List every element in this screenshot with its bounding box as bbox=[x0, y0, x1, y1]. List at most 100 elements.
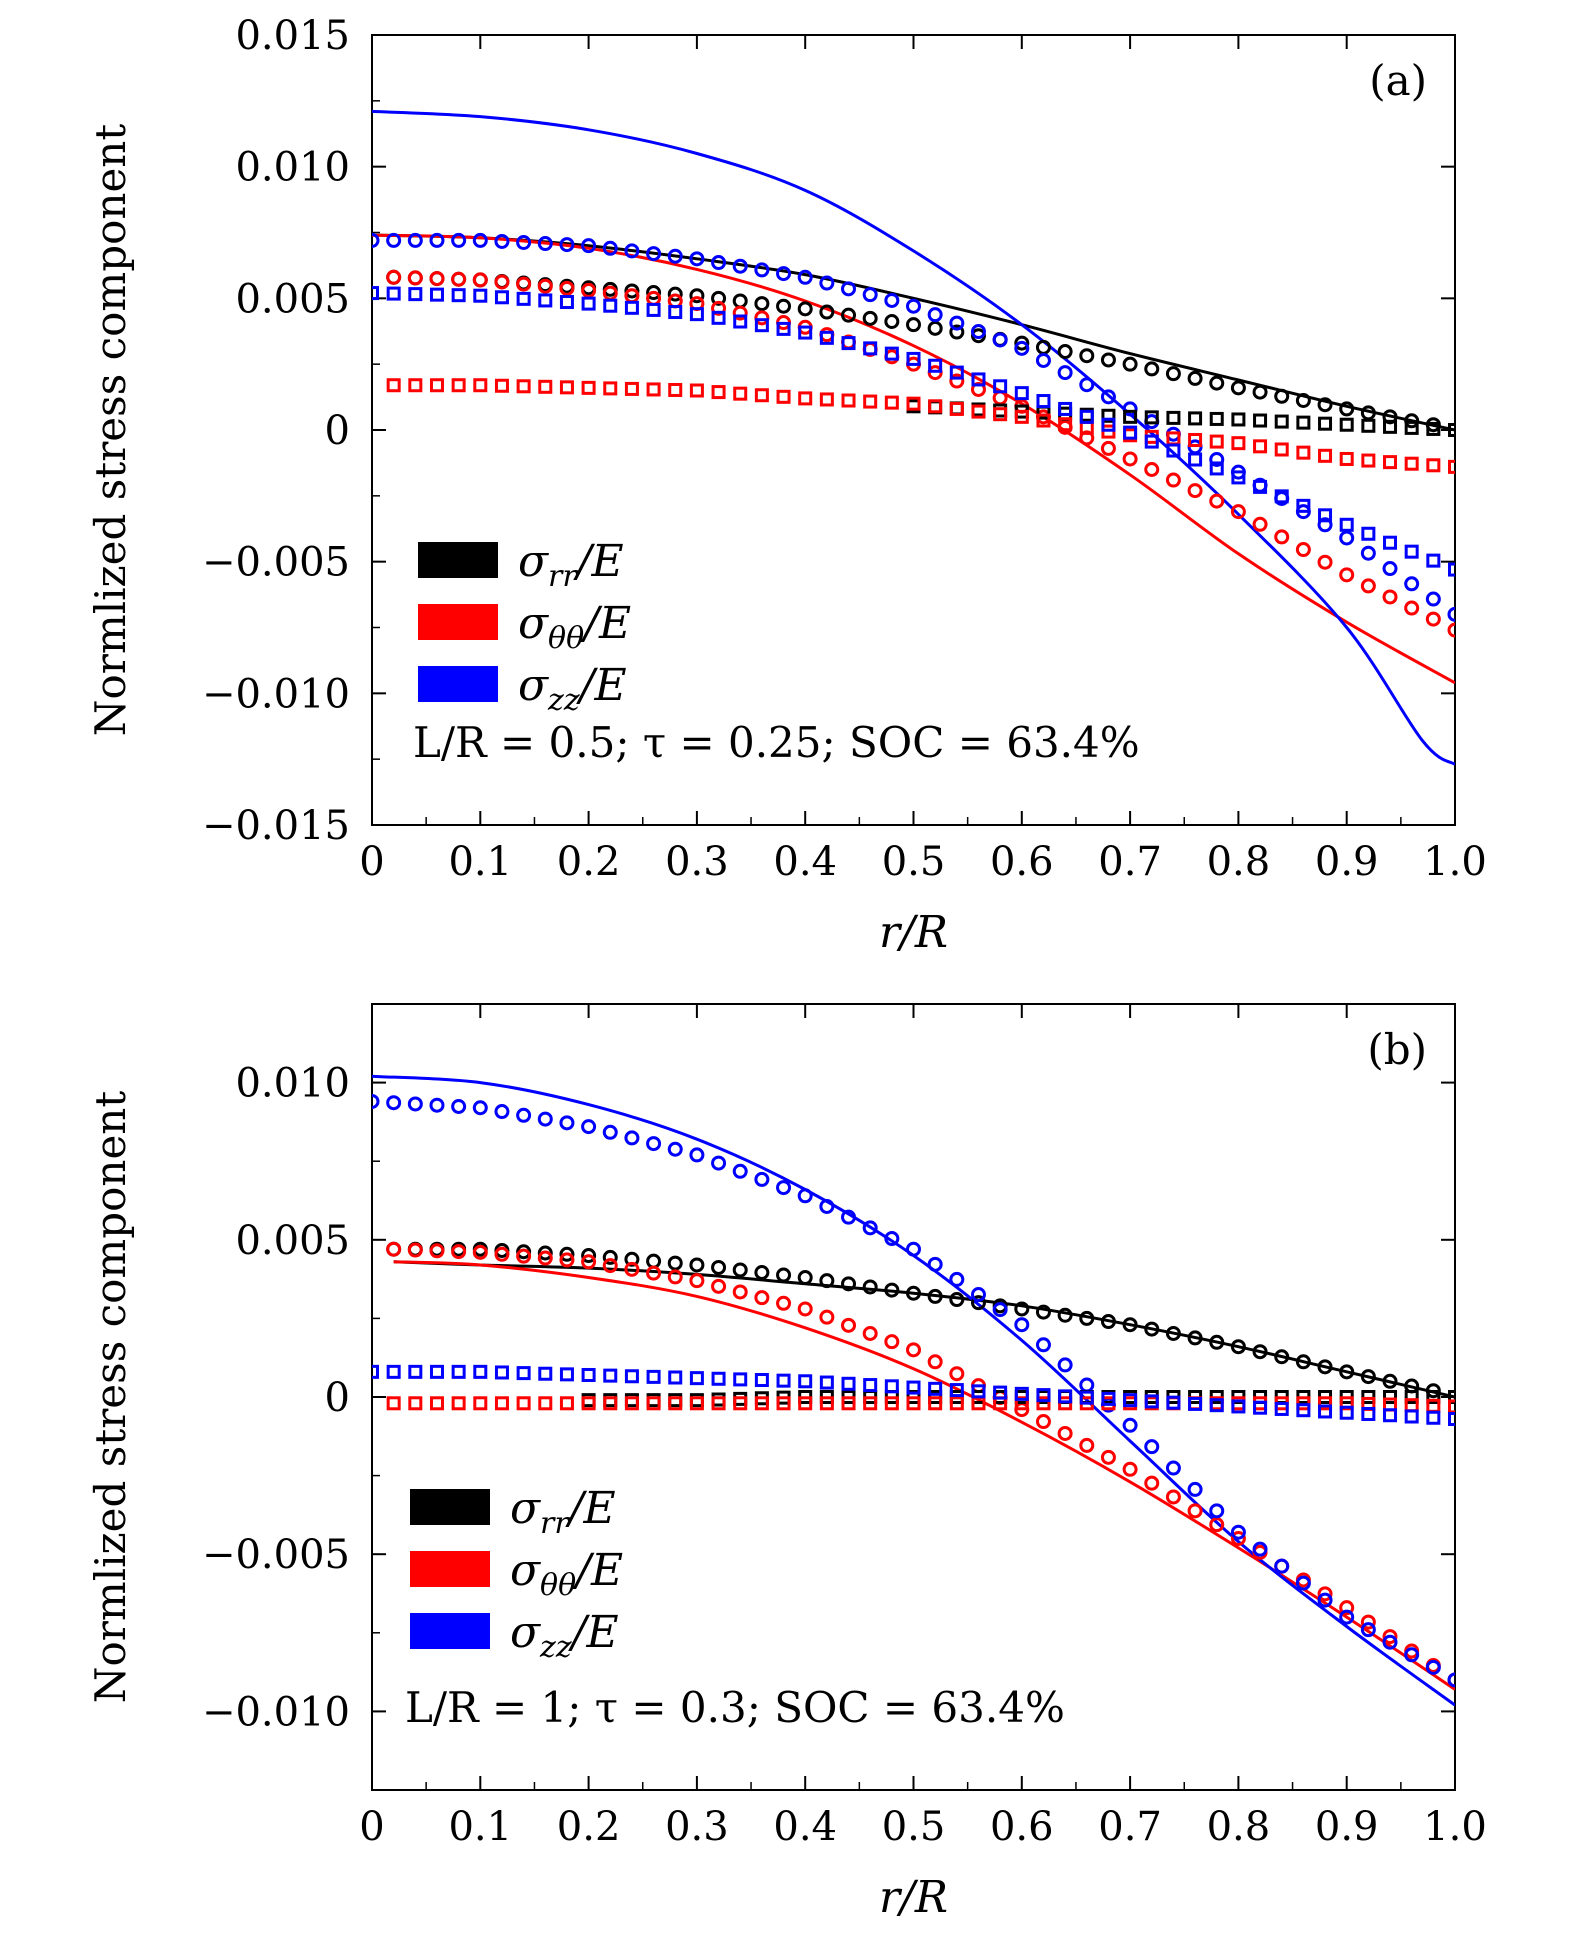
circle-marker bbox=[1057, 1307, 1073, 1323]
circle-marker bbox=[1339, 1609, 1355, 1625]
square-marker bbox=[1014, 409, 1029, 424]
circle-marker bbox=[1230, 1339, 1246, 1355]
circle-marker bbox=[559, 237, 575, 253]
circle-marker bbox=[862, 287, 878, 303]
square-marker bbox=[1231, 436, 1246, 451]
circle-marker bbox=[970, 1295, 986, 1311]
x-tick-label: 0.3 bbox=[665, 1804, 729, 1850]
circle-marker bbox=[1035, 352, 1051, 368]
circle-marker bbox=[1187, 370, 1203, 386]
circle-marker bbox=[1295, 542, 1311, 558]
circle-marker bbox=[970, 324, 986, 340]
circle-marker bbox=[949, 324, 965, 340]
square-marker bbox=[993, 1385, 1008, 1400]
square-marker bbox=[949, 401, 964, 416]
square-marker bbox=[1383, 455, 1398, 470]
circle-marker bbox=[1187, 1330, 1203, 1346]
square-marker bbox=[1123, 425, 1138, 440]
circle-marker bbox=[711, 290, 727, 306]
square-marker bbox=[1383, 419, 1398, 434]
square-marker bbox=[668, 1396, 683, 1411]
square-marker bbox=[1404, 1390, 1419, 1404]
square-marker bbox=[689, 383, 704, 398]
square-marker bbox=[1144, 434, 1159, 449]
square-marker bbox=[1209, 1398, 1224, 1413]
square-marker bbox=[711, 1392, 726, 1407]
square-marker bbox=[1188, 452, 1203, 467]
circle-marker bbox=[646, 1136, 662, 1152]
circle-marker bbox=[407, 270, 423, 286]
circle-marker bbox=[624, 243, 640, 259]
y-tick-label: 0.015 bbox=[235, 13, 350, 59]
circle-marker bbox=[689, 1257, 705, 1273]
square-marker bbox=[1448, 459, 1455, 474]
circle-marker bbox=[1035, 1337, 1051, 1353]
circle-marker bbox=[1252, 1344, 1268, 1360]
series-line bbox=[372, 109, 1455, 766]
y-tick-label: 0.010 bbox=[235, 1061, 350, 1107]
square-marker bbox=[733, 1396, 748, 1411]
circle-marker bbox=[754, 1264, 770, 1280]
square-marker bbox=[1036, 1388, 1051, 1403]
circle-marker bbox=[624, 1261, 640, 1277]
circle-marker bbox=[862, 1220, 878, 1236]
x-tick-label: 0.7 bbox=[1098, 839, 1162, 885]
square-marker bbox=[1318, 416, 1333, 431]
circle-marker bbox=[992, 332, 1008, 348]
square-marker bbox=[776, 321, 791, 336]
circle-marker bbox=[624, 1251, 640, 1267]
x-tick-label: 0 bbox=[359, 1804, 384, 1850]
x-tick-label: 0.8 bbox=[1207, 839, 1271, 885]
circle-marker bbox=[1100, 352, 1116, 368]
legend-swatch bbox=[418, 666, 498, 702]
square-marker bbox=[863, 341, 878, 356]
circle-marker bbox=[581, 282, 597, 298]
circle-marker bbox=[1360, 578, 1376, 594]
circle-marker bbox=[537, 1245, 553, 1261]
circle-marker bbox=[862, 1325, 878, 1341]
circle-marker bbox=[841, 1209, 857, 1225]
circle-marker bbox=[516, 276, 532, 292]
square-marker bbox=[1166, 1395, 1181, 1410]
circle-marker bbox=[1187, 483, 1203, 499]
square-marker bbox=[451, 378, 466, 393]
square-marker bbox=[1296, 1403, 1311, 1418]
circle-marker bbox=[1360, 545, 1376, 561]
circle-marker bbox=[1165, 366, 1181, 382]
circle-marker bbox=[1274, 529, 1290, 545]
circle-marker bbox=[1122, 401, 1138, 417]
circle-marker bbox=[1144, 361, 1160, 377]
x-axis-label: r/R bbox=[879, 1872, 948, 1923]
circle-marker bbox=[581, 238, 597, 254]
circle-marker bbox=[1317, 517, 1333, 533]
circle-marker bbox=[472, 1244, 488, 1260]
square-marker bbox=[1036, 413, 1051, 428]
circle-marker bbox=[1165, 1460, 1181, 1476]
circle-marker bbox=[1144, 1439, 1160, 1455]
circle-marker bbox=[797, 301, 813, 317]
square-marker bbox=[928, 1381, 943, 1396]
circle-marker bbox=[732, 293, 748, 309]
x-tick-label: 0.5 bbox=[882, 839, 946, 885]
square-marker bbox=[386, 378, 401, 393]
circle-marker bbox=[1187, 1481, 1203, 1497]
x-tick-label: 0.6 bbox=[990, 1804, 1054, 1850]
square-marker bbox=[1426, 458, 1441, 473]
square-marker bbox=[1188, 433, 1203, 448]
square-marker bbox=[1123, 409, 1138, 424]
x-tick-label: 0.6 bbox=[990, 839, 1054, 885]
circle-marker bbox=[1252, 384, 1268, 400]
circle-marker bbox=[1252, 516, 1268, 532]
circle-marker bbox=[841, 1276, 857, 1292]
circle-marker bbox=[386, 1241, 402, 1257]
circle-marker bbox=[1057, 1425, 1073, 1441]
square-marker bbox=[1339, 1405, 1354, 1420]
circle-marker bbox=[819, 1309, 835, 1325]
circle-marker bbox=[1122, 451, 1138, 467]
square-marker bbox=[689, 307, 704, 322]
square-marker bbox=[1014, 1396, 1029, 1411]
circle-marker bbox=[927, 1256, 943, 1272]
square-marker bbox=[1014, 386, 1029, 401]
square-marker bbox=[754, 318, 769, 333]
